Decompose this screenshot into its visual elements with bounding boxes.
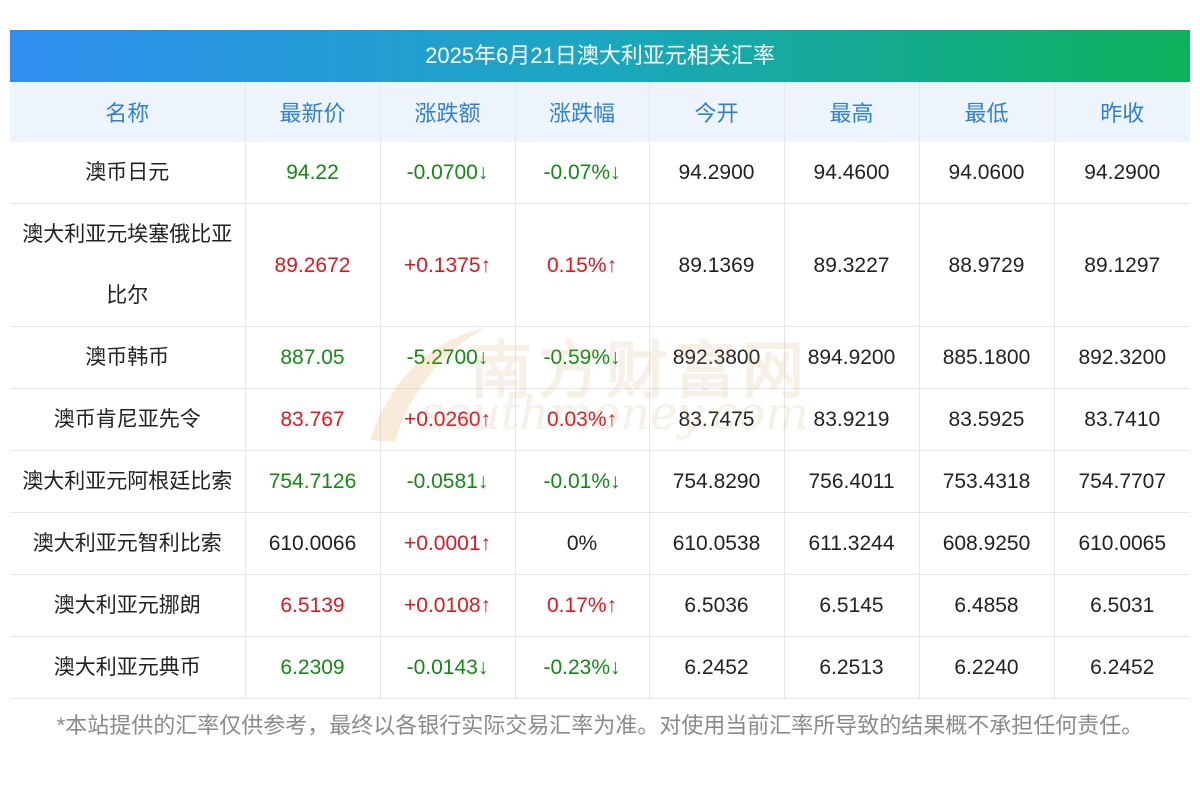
cell-open: 754.8290 bbox=[649, 450, 785, 513]
cell-change-pct: 0% bbox=[515, 512, 650, 575]
table-row: 澳大利亚元智利比索 610.0066 +0.0001↑ 0% 610.0538 … bbox=[10, 512, 1190, 575]
cell-latest: 83.767 bbox=[245, 388, 381, 451]
cell-change: -0.0143↓ bbox=[380, 636, 516, 699]
header-prev-close: 昨收 bbox=[1054, 82, 1190, 142]
cell-name: 澳大利亚元挪朗 bbox=[10, 574, 246, 637]
cell-high: 6.2513 bbox=[784, 636, 920, 699]
table-row: 澳币韩币 887.05 -5.2700↓ -0.59%↓ 892.3800 89… bbox=[10, 326, 1190, 389]
cell-low: 608.9250 bbox=[919, 512, 1055, 575]
cell-latest: 6.5139 bbox=[245, 574, 381, 637]
cell-change-pct: 0.17%↑ bbox=[515, 574, 650, 637]
cell-change: +0.1375↑ bbox=[380, 203, 516, 327]
disclaimer-footnote: *本站提供的汇率仅供参考，最终以各银行实际交易汇率为准。对使用当前汇率所导致的结… bbox=[56, 713, 1144, 738]
cell-change: +0.0001↑ bbox=[380, 512, 516, 575]
cell-open: 83.7475 bbox=[649, 388, 785, 451]
cell-low: 753.4318 bbox=[919, 450, 1055, 513]
cell-change-pct: -0.01%↓ bbox=[515, 450, 650, 513]
cell-high: 611.3244 bbox=[784, 512, 920, 575]
cell-open: 94.2900 bbox=[649, 142, 785, 204]
cell-change: +0.0108↑ bbox=[380, 574, 516, 637]
cell-change-pct: 0.15%↑ bbox=[515, 203, 650, 327]
table-row: 澳大利亚元典币 6.2309 -0.0143↓ -0.23%↓ 6.2452 6… bbox=[10, 636, 1190, 699]
cell-high: 83.9219 bbox=[784, 388, 920, 451]
cell-change: -5.2700↓ bbox=[380, 326, 516, 389]
cell-prev-close: 754.7707 bbox=[1054, 450, 1190, 513]
header-name: 名称 bbox=[10, 82, 246, 142]
cell-open: 892.3800 bbox=[649, 326, 785, 389]
cell-high: 89.3227 bbox=[784, 203, 920, 327]
cell-latest: 94.22 bbox=[245, 142, 381, 204]
table-row: 澳大利亚元阿根廷比索 754.7126 -0.0581↓ -0.01%↓ 754… bbox=[10, 450, 1190, 513]
table-row: 澳币日元 94.22 -0.0700↓ -0.07%↓ 94.2900 94.4… bbox=[10, 142, 1190, 204]
cell-change: +0.0260↑ bbox=[380, 388, 516, 451]
header-high: 最高 bbox=[784, 82, 920, 142]
cell-latest: 6.2309 bbox=[245, 636, 381, 699]
cell-prev-close: 6.2452 bbox=[1054, 636, 1190, 699]
cell-high: 756.4011 bbox=[784, 450, 920, 513]
cell-name: 澳大利亚元智利比索 bbox=[10, 512, 246, 575]
table-row: 澳大利亚元埃塞俄比亚比尔 89.2672 +0.1375↑ 0.15%↑ 89.… bbox=[10, 203, 1190, 327]
cell-high: 894.9200 bbox=[784, 326, 920, 389]
cell-low: 83.5925 bbox=[919, 388, 1055, 451]
cell-name: 澳大利亚元典币 bbox=[10, 636, 246, 699]
header-low: 最低 bbox=[919, 82, 1055, 142]
cell-name: 澳大利亚元阿根廷比索 bbox=[10, 450, 246, 513]
cell-open: 6.5036 bbox=[649, 574, 785, 637]
cell-low: 6.4858 bbox=[919, 574, 1055, 637]
cell-name: 澳大利亚元埃塞俄比亚比尔 bbox=[10, 203, 246, 327]
cell-low: 6.2240 bbox=[919, 636, 1055, 699]
cell-low: 88.9729 bbox=[919, 203, 1055, 327]
cell-prev-close: 6.5031 bbox=[1054, 574, 1190, 637]
table-header-row: 名称 最新价 涨跌额 涨跌幅 今开 最高 最低 昨收 bbox=[10, 82, 1190, 142]
header-latest: 最新价 bbox=[245, 82, 381, 142]
cell-name: 澳币日元 bbox=[10, 142, 246, 204]
cell-latest: 89.2672 bbox=[245, 203, 381, 327]
rate-table: 名称 最新价 涨跌额 涨跌幅 今开 最高 最低 昨收 澳币日元 94.22 -0… bbox=[10, 82, 1190, 699]
cell-high: 94.4600 bbox=[784, 142, 920, 204]
table-row: 澳大利亚元挪朗 6.5139 +0.0108↑ 0.17%↑ 6.5036 6.… bbox=[10, 574, 1190, 637]
cell-prev-close: 610.0065 bbox=[1054, 512, 1190, 575]
cell-prev-close: 94.2900 bbox=[1054, 142, 1190, 204]
table-row: 澳币肯尼亚先令 83.767 +0.0260↑ 0.03%↑ 83.7475 8… bbox=[10, 388, 1190, 451]
cell-latest: 887.05 bbox=[245, 326, 381, 389]
rate-panel: 2025年6月21日澳大利亚元相关汇率 名称 最新价 涨跌额 涨跌幅 今开 最高… bbox=[10, 30, 1190, 699]
cell-open: 610.0538 bbox=[649, 512, 785, 575]
cell-prev-close: 892.3200 bbox=[1054, 326, 1190, 389]
cell-open: 89.1369 bbox=[649, 203, 785, 327]
cell-low: 885.1800 bbox=[919, 326, 1055, 389]
cell-low: 94.0600 bbox=[919, 142, 1055, 204]
header-open: 今开 bbox=[649, 82, 785, 142]
cell-prev-close: 89.1297 bbox=[1054, 203, 1190, 327]
cell-latest: 610.0066 bbox=[245, 512, 381, 575]
cell-high: 6.5145 bbox=[784, 574, 920, 637]
cell-open: 6.2452 bbox=[649, 636, 785, 699]
page-title: 2025年6月21日澳大利亚元相关汇率 bbox=[10, 30, 1190, 82]
cell-name: 澳币肯尼亚先令 bbox=[10, 388, 246, 451]
cell-prev-close: 83.7410 bbox=[1054, 388, 1190, 451]
cell-change-pct: -0.07%↓ bbox=[515, 142, 650, 204]
cell-change: -0.0581↓ bbox=[380, 450, 516, 513]
cell-latest: 754.7126 bbox=[245, 450, 381, 513]
cell-change-pct: -0.59%↓ bbox=[515, 326, 650, 389]
cell-name: 澳币韩币 bbox=[10, 326, 246, 389]
cell-change: -0.0700↓ bbox=[380, 142, 516, 204]
header-change-pct: 涨跌幅 bbox=[515, 82, 650, 142]
cell-change-pct: 0.03%↑ bbox=[515, 388, 650, 451]
header-change: 涨跌额 bbox=[380, 82, 516, 142]
cell-change-pct: -0.23%↓ bbox=[515, 636, 650, 699]
